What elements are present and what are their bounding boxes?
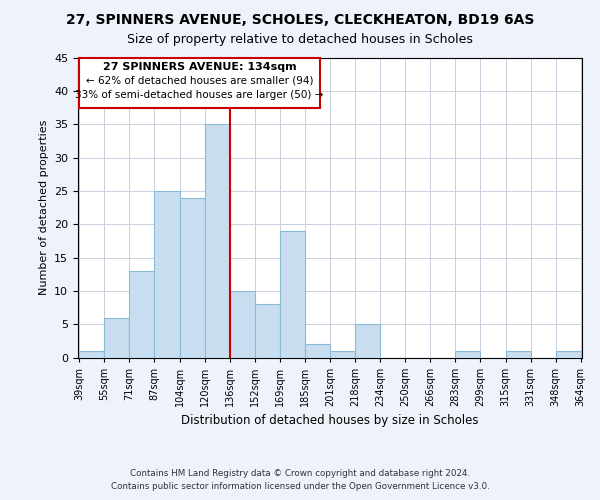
Text: Size of property relative to detached houses in Scholes: Size of property relative to detached ho… (127, 32, 473, 46)
X-axis label: Distribution of detached houses by size in Scholes: Distribution of detached houses by size … (181, 414, 479, 427)
Bar (255, 304, 280, 358)
Text: 27, SPINNERS AVENUE, SCHOLES, CLECKHEATON, BD19 6AS: 27, SPINNERS AVENUE, SCHOLES, CLECKHEATO… (66, 12, 534, 26)
Bar (104, 318, 130, 358)
Text: 27 SPINNERS AVENUE: 134sqm: 27 SPINNERS AVENUE: 134sqm (103, 62, 296, 72)
Bar (205, 124, 230, 358)
Bar (455, 351, 481, 358)
Text: 33% of semi-detached houses are larger (50) →: 33% of semi-detached houses are larger (… (76, 90, 324, 101)
Y-axis label: Number of detached properties: Number of detached properties (38, 120, 49, 295)
Bar (355, 324, 380, 358)
Text: Contains HM Land Registry data © Crown copyright and database right 2024.
Contai: Contains HM Land Registry data © Crown c… (110, 470, 490, 491)
Bar (79, 58, 320, 108)
Bar (556, 351, 581, 358)
Bar (280, 231, 305, 358)
Bar (330, 351, 355, 358)
Bar (230, 291, 255, 358)
Bar (79, 351, 104, 358)
Bar (154, 191, 179, 358)
Bar (305, 344, 330, 358)
Bar (506, 351, 530, 358)
Text: ← 62% of detached houses are smaller (94): ← 62% of detached houses are smaller (94… (86, 76, 313, 86)
Bar (179, 198, 205, 358)
Bar (130, 271, 154, 358)
